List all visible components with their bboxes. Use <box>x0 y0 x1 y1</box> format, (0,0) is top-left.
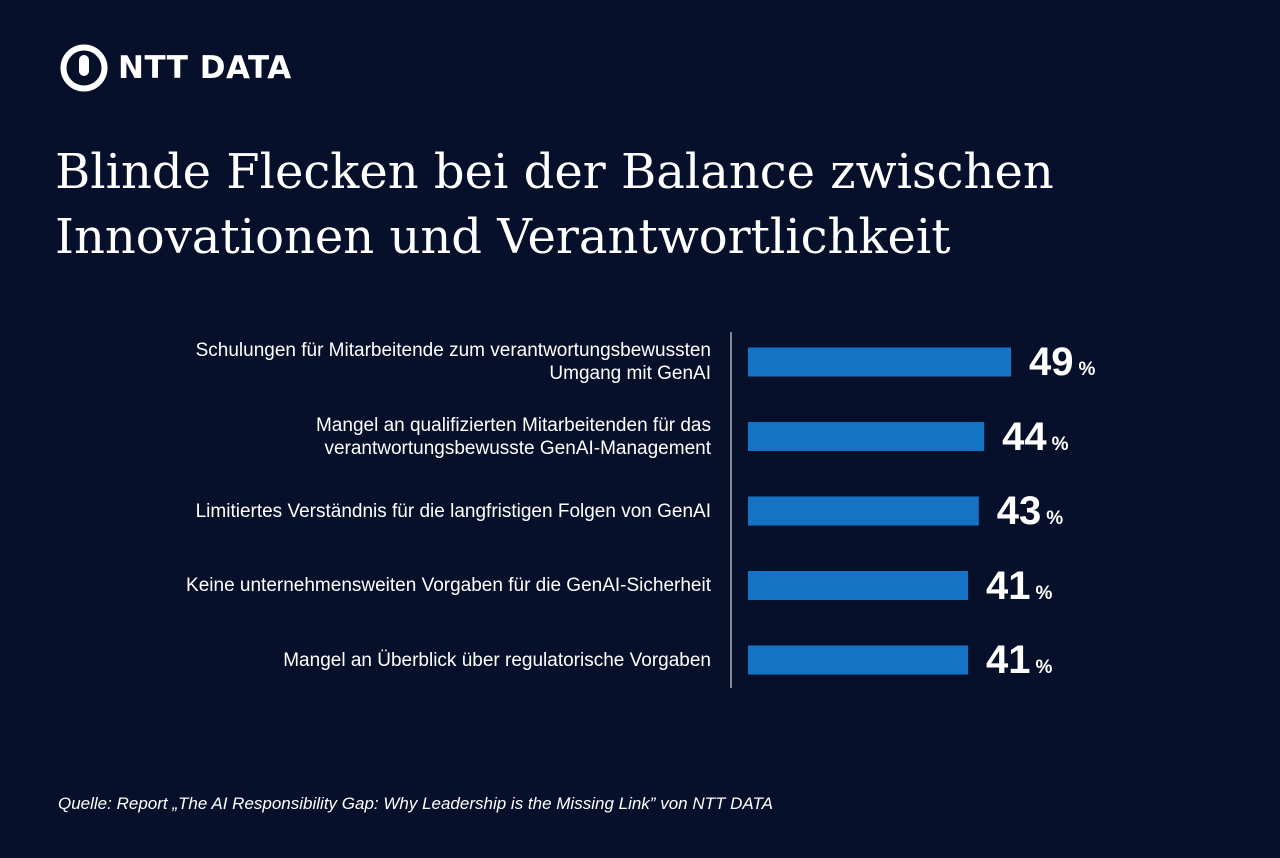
brand-name: NTT DATA <box>118 50 292 86</box>
category-label-2: Mangel an qualifizierten Mitarbeitenden … <box>71 414 711 460</box>
source-note: Quelle: Report „The AI Responsibility Ga… <box>58 794 773 813</box>
value-label-3: 43% <box>997 491 1063 531</box>
value-number: 49 <box>1029 340 1074 384</box>
category-label-line: Keine unternehmensweiten Vorgaben für di… <box>186 575 711 596</box>
value-number: 43 <box>996 489 1042 533</box>
category-label-line: Schulungen für Mitarbeitende zum verantw… <box>195 340 711 361</box>
value-label-1: 49% <box>1029 342 1095 382</box>
bar-1 <box>748 347 1011 377</box>
category-label-3: Limitiertes Verständnis für die langfris… <box>71 500 711 523</box>
category-label-4: Keine unternehmensweiten Vorgaben für di… <box>71 574 711 597</box>
category-label-1: Schulungen für Mitarbeitende zum verantw… <box>71 339 711 385</box>
bar-2 <box>748 422 985 451</box>
category-label-line: verantwortungsbewusste GenAI-Management <box>324 437 711 459</box>
value-unit: % <box>1051 433 1069 455</box>
value-number: 41 <box>986 563 1031 608</box>
value-label-2: 44% <box>1002 417 1068 457</box>
category-label-line: Umgang mit GenAI <box>549 363 711 384</box>
value-unit: % <box>1078 359 1096 380</box>
title-line-2: Innovationen und Verantwortlichkeit <box>55 209 951 265</box>
ntt-data-logo-icon <box>60 44 108 92</box>
value-number: 41 <box>986 638 1031 682</box>
category-label-line: Limitiertes Verständnis für die langfris… <box>195 500 711 522</box>
title-line-1: Blinde Flecken bei der Balance zwischen <box>55 144 1054 200</box>
value-unit: % <box>1035 582 1053 604</box>
category-label-line: Mangel an Überblick über regulatorische … <box>283 649 711 671</box>
value-label-5: 41% <box>986 640 1052 680</box>
value-number: 44 <box>1002 414 1047 459</box>
page-title: Blinde Flecken bei der Balance zwischen … <box>55 140 1155 270</box>
bar-3 <box>748 496 979 526</box>
category-label-5: Mangel an Überblick über regulatorische … <box>71 649 711 672</box>
value-unit: % <box>1035 657 1053 678</box>
category-label-line: Mangel an qualifizierten Mitarbeitenden … <box>315 414 711 436</box>
bar-5 <box>748 645 969 675</box>
value-unit: % <box>1046 508 1064 529</box>
value-label-4: 41% <box>986 566 1052 606</box>
ntt-data-logo: NTT DATA <box>60 44 292 92</box>
bar-4 <box>748 571 969 600</box>
